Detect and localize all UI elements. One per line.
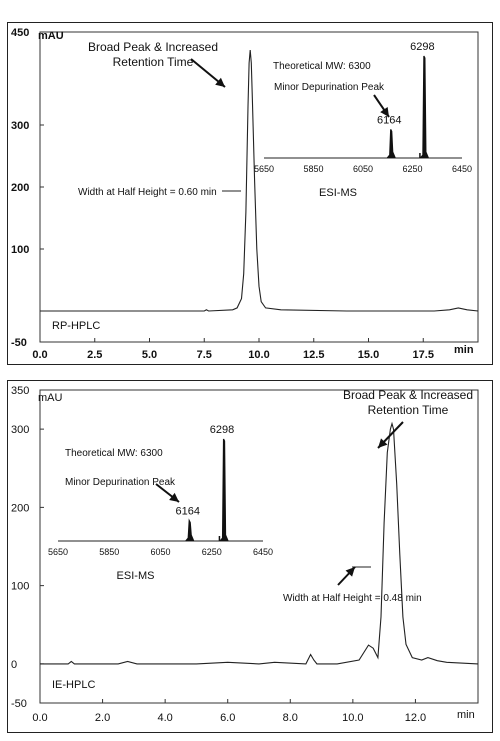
rp-hplc-panel: 450 300 200 100 -50 mAU 0.0 2.5 5.0 7.5 10.0 12.5 15… [7, 22, 493, 365]
ie-x-tick-label: 12.0 [405, 712, 426, 724]
rp-width-note: Width at Half Height = 0.60 min [78, 187, 217, 198]
ie-inset-tick-label: 6450 [253, 547, 273, 557]
ie-y-tick-label: -50 [11, 698, 27, 710]
rp-inset-peak-label: 6298 [410, 41, 434, 53]
ie-inset-peak [219, 438, 229, 542]
rp-inset-tick-label: 6050 [353, 164, 373, 174]
ie-y-axis-label: mAU [38, 392, 63, 404]
rp-x-tick-label: 10.0 [248, 349, 269, 361]
ie-hplc-chart: 350 300 200 100 0 -50 mAU 0.0 2.0 4.0 6.0 8.0 10.0 12… [11, 385, 479, 724]
ie-peak-arrow-head [378, 438, 388, 448]
rp-peak-note: Broad Peak & Increased [88, 40, 218, 54]
ie-peak-note: Retention Time [368, 403, 449, 417]
ie-chromatogram-trace [40, 421, 479, 665]
ie-inset-tick-label: 6250 [202, 547, 222, 557]
rp-x-tick-label: 5.0 [142, 349, 157, 361]
rp-inset-title: ESI-MS [319, 187, 357, 199]
rp-y-tick-label: 100 [11, 244, 29, 256]
ie-inset-peak [185, 518, 195, 542]
rp-y-tick-label: 300 [11, 120, 29, 132]
ie-x-tick-label: 4.0 [157, 712, 172, 724]
ie-plot-frame [39, 389, 479, 704]
rp-x-tick-label: 7.5 [197, 349, 212, 361]
ie-x-tick-label: 6.0 [220, 712, 235, 724]
rp-y-tick-label: -50 [11, 337, 27, 349]
ie-inset-tick-label: 6050 [150, 547, 170, 557]
rp-x-tick-label: 0.0 [32, 349, 47, 361]
ie-inset-tick-label: 5850 [99, 547, 119, 557]
rp-inset-tick-label: 5850 [303, 164, 323, 174]
ie-y-tick-label: 0 [11, 659, 17, 671]
rp-x-tick-label: 12.5 [303, 349, 324, 361]
rp-x-tick-label: 2.5 [87, 349, 102, 361]
ie-x-tick-label: 8.0 [283, 712, 298, 724]
ie-y-tick-label: 100 [11, 581, 29, 593]
ie-hplc-panel: 350 300 200 100 0 -50 mAU 0.0 2.0 4.0 6.0 8.0 10.0 12… [7, 380, 493, 733]
rp-inset-peak [386, 129, 396, 159]
rp-chromatogram-trace [40, 49, 479, 312]
rp-peak-arrow-head [215, 77, 225, 87]
ie-x-tick-label: 2.0 [95, 712, 110, 724]
rp-inset-minor-note: Minor Depurination Peak [274, 82, 385, 93]
rp-hplc-chart: 450 300 200 100 -50 mAU 0.0 2.5 5.0 7.5 10.0 12.5 15… [11, 27, 479, 361]
ie-width-arrow-head [345, 567, 355, 577]
rp-inset-peak [419, 55, 429, 159]
rp-peak-note: Retention Time [113, 55, 194, 69]
ie-inset-minor-arrow-head [169, 492, 179, 502]
ie-y-tick-label: 350 [11, 385, 29, 397]
rp-y-tick-label: 450 [11, 27, 29, 39]
rp-inset-peak-label: 6164 [377, 114, 401, 126]
ie-width-note: Width at Half Height = 0.48 min [283, 593, 422, 604]
ie-inset-title: ESI-MS [117, 570, 155, 582]
rp-y-axis-label: mAU [38, 30, 64, 42]
rp-y-tick-label: 200 [11, 182, 29, 194]
ie-x-tick-label: 0.0 [32, 712, 47, 724]
rp-inset-tick-label: 6450 [452, 164, 472, 174]
rp-x-tick-label: 15.0 [358, 349, 379, 361]
ie-inset-minor-note: Minor Depurination Peak [65, 477, 176, 488]
ie-y-tick-label: 200 [11, 502, 29, 514]
ie-y-tick-label: 300 [11, 424, 29, 436]
ie-x-axis-label: min [457, 709, 475, 721]
ie-inset-tick-label: 5650 [48, 547, 68, 557]
ie-inset-peak-label: 6298 [210, 424, 234, 436]
ie-method-label: IE-HPLC [52, 679, 95, 691]
ie-x-tick-label: 10.0 [342, 712, 363, 724]
ie-inset-peak-label: 6164 [175, 506, 199, 518]
rp-x-axis-label: min [454, 344, 474, 356]
ie-inset-mw-note: Theoretical MW: 6300 [65, 448, 163, 459]
rp-inset-tick-label: 6250 [402, 164, 422, 174]
rp-inset-minor-arrow-head [380, 107, 389, 117]
rp-inset-tick-label: 5650 [254, 164, 274, 174]
rp-x-tick-label: 17.5 [413, 349, 434, 361]
rp-inset-mw-note: Theoretical MW: 6300 [273, 61, 371, 72]
ie-peak-note: Broad Peak & Increased [343, 388, 473, 402]
rp-method-label: RP-HPLC [52, 320, 100, 332]
